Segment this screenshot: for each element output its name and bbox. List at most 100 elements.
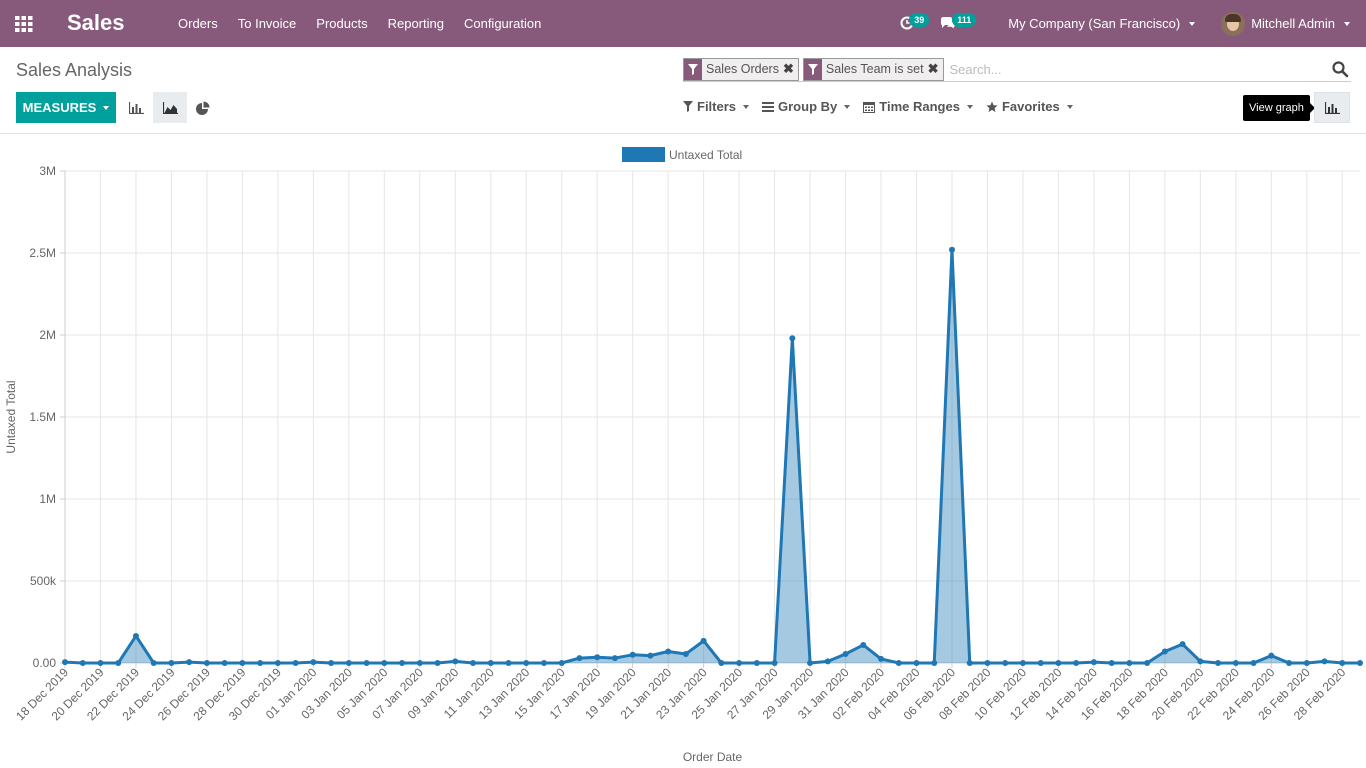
- filters-label: Filters: [697, 99, 737, 114]
- data-point: [1073, 660, 1080, 666]
- data-point: [1161, 648, 1168, 655]
- data-point: [168, 660, 175, 666]
- activity-button[interactable]: 39: [894, 0, 934, 47]
- data-point: [1232, 660, 1239, 666]
- menu-item-configuration[interactable]: Configuration: [463, 16, 542, 31]
- avatar: [1221, 11, 1246, 36]
- user-name: Mitchell Admin: [1251, 16, 1335, 31]
- filter-icon: [683, 101, 693, 112]
- y-tick-label: 2M: [39, 328, 56, 342]
- y-tick-label: 3M: [39, 164, 56, 178]
- main-menu: Orders To Invoice Products Reporting Con…: [168, 0, 551, 47]
- line-chart-mode-button[interactable]: [153, 92, 187, 123]
- control-panel: Sales Analysis Sales Orders ✖ Sales Team…: [0, 47, 1366, 134]
- activity-count-badge: 39: [909, 13, 930, 27]
- data-point: [1055, 660, 1062, 666]
- menu-item-to-invoice[interactable]: To Invoice: [237, 16, 297, 31]
- search-facet: Sales Team is set ✖: [802, 57, 944, 81]
- data-point: [1250, 660, 1257, 666]
- facet-label: Sales Team is set: [825, 62, 924, 76]
- company-switcher[interactable]: My Company (San Francisco): [1008, 16, 1196, 31]
- data-point: [239, 660, 246, 666]
- data-point: [257, 660, 264, 666]
- messaging-button[interactable]: 111: [934, 0, 980, 47]
- legend-label: Untaxed Total: [669, 148, 742, 162]
- data-point: [186, 659, 193, 666]
- list-icon: [762, 101, 775, 112]
- data-point: [150, 660, 157, 666]
- search-facet: Sales Orders ✖: [683, 57, 799, 81]
- menu-item-products[interactable]: Products: [316, 16, 368, 31]
- legend-swatch: [622, 147, 665, 162]
- data-point: [558, 660, 565, 666]
- bar-chart-mode-button[interactable]: [119, 92, 153, 123]
- bar-chart-icon: [128, 101, 144, 114]
- app-switcher-icon[interactable]: [14, 14, 34, 34]
- time-ranges-label: Time Ranges: [879, 99, 960, 114]
- data-point: [878, 655, 885, 662]
- search-options: Filters Group By Time Ranges Favori: [683, 99, 1086, 114]
- data-point: [842, 650, 849, 657]
- group-by-label: Group By: [778, 99, 838, 114]
- facet-label: Sales Orders: [706, 62, 779, 76]
- data-point: [115, 660, 122, 666]
- data-point: [274, 660, 281, 666]
- filters-dropdown[interactable]: Filters: [683, 99, 750, 114]
- close-icon[interactable]: ✖: [782, 61, 794, 76]
- data-point: [1321, 658, 1328, 665]
- menu-item-orders[interactable]: Orders: [178, 16, 218, 31]
- data-point: [1144, 660, 1151, 666]
- favorites-dropdown[interactable]: Favorites: [986, 99, 1073, 114]
- data-point: [594, 654, 601, 661]
- data-point: [1179, 641, 1186, 648]
- app-brand[interactable]: Sales: [67, 10, 125, 35]
- data-point: [292, 660, 299, 666]
- data-point: [487, 660, 494, 666]
- series-line: [64, 248, 1360, 665]
- search-icon[interactable]: [1331, 60, 1349, 78]
- data-point: [221, 660, 228, 666]
- pie-chart-mode-button[interactable]: [186, 92, 220, 123]
- main-navbar: Sales Orders To Invoice Products Reporti…: [0, 0, 1366, 47]
- pie-chart-icon: [196, 101, 210, 115]
- data-point: [1126, 660, 1133, 666]
- data-point: [97, 660, 104, 666]
- data-point: [452, 658, 459, 665]
- group-by-dropdown[interactable]: Group By: [762, 99, 851, 114]
- measures-label: MEASURES: [22, 100, 97, 115]
- y-tick-label: 0.00: [33, 656, 57, 670]
- data-point: [1215, 660, 1222, 666]
- chevron-down-icon: [103, 105, 110, 110]
- chevron-down-icon: [1189, 21, 1196, 26]
- close-icon[interactable]: ✖: [927, 61, 939, 76]
- bar-chart-icon: [1324, 101, 1340, 114]
- menu-item-reporting[interactable]: Reporting: [387, 16, 444, 31]
- data-point: [363, 660, 370, 666]
- series-area: [65, 249, 1360, 663]
- x-axis-title: Order Date: [683, 750, 743, 764]
- graph-view-button[interactable]: [1314, 92, 1350, 123]
- data-point: [62, 659, 68, 666]
- data-point: [345, 660, 352, 666]
- data-point: [682, 650, 689, 657]
- search-input[interactable]: [947, 58, 1331, 80]
- time-ranges-dropdown[interactable]: Time Ranges: [863, 99, 973, 114]
- favorites-label: Favorites: [1001, 99, 1060, 114]
- data-point: [718, 660, 725, 666]
- data-point: [1037, 660, 1044, 666]
- chevron-down-icon: [966, 104, 973, 109]
- measures-button[interactable]: MEASURES: [16, 92, 116, 123]
- data-point: [132, 632, 139, 639]
- user-menu[interactable]: Mitchell Admin: [1221, 11, 1350, 36]
- data-point: [381, 660, 388, 666]
- data-point: [1019, 660, 1026, 666]
- data-point: [611, 655, 618, 662]
- data-point: [1303, 660, 1310, 666]
- data-point: [434, 660, 441, 666]
- data-point: [399, 660, 406, 666]
- star-icon: [986, 101, 998, 112]
- search-bar: Sales Orders ✖ Sales Team is set ✖: [683, 57, 1351, 82]
- data-point: [860, 641, 867, 648]
- data-point: [771, 660, 778, 666]
- data-point: [647, 652, 654, 659]
